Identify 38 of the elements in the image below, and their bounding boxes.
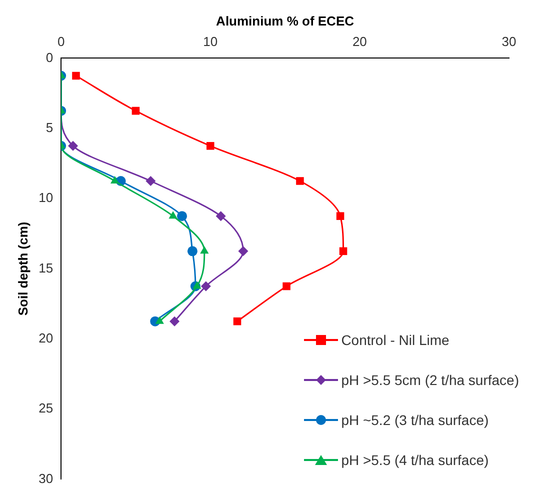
point <box>296 177 304 185</box>
x-tick-label: 0 <box>57 34 65 49</box>
point <box>206 142 214 150</box>
x-tick-label: 20 <box>352 34 367 49</box>
x-tick-label: 30 <box>502 34 516 49</box>
y-tick-label: 25 <box>38 400 54 416</box>
point <box>72 72 80 80</box>
x-axis-title: Aluminium % of ECEC <box>216 13 355 28</box>
point <box>155 316 164 324</box>
point <box>233 317 242 326</box>
y-tick-label: 20 <box>38 330 54 346</box>
legend-label: pH >5.5 5cm (2 t/ha surface) <box>341 372 519 388</box>
legend-label: pH >5.5 (4 t/ha surface) <box>341 452 489 468</box>
point <box>146 176 156 186</box>
point <box>170 316 180 326</box>
legend-label: Control - Nil Lime <box>341 332 450 348</box>
legend-label: pH ~5.2 (3 t/ha surface) <box>341 412 489 428</box>
point <box>216 211 226 222</box>
point <box>238 246 248 256</box>
point <box>187 246 198 256</box>
y-tick-label: 30 <box>38 470 54 486</box>
point <box>132 106 140 115</box>
point <box>68 140 78 151</box>
y-tick-label: 0 <box>46 50 54 65</box>
y-tick-label: 15 <box>38 260 54 276</box>
point <box>336 212 344 220</box>
point <box>110 176 120 184</box>
y-tick-label: 10 <box>38 190 54 206</box>
point <box>200 246 209 254</box>
point <box>200 281 211 292</box>
y-axis-title: Soil depth (cm) <box>15 222 30 316</box>
point <box>282 282 290 290</box>
point <box>177 211 188 222</box>
point <box>339 247 348 256</box>
point <box>168 211 178 219</box>
x-tick-label: 10 <box>203 34 218 49</box>
y-tick-label: 5 <box>46 120 54 135</box>
point <box>192 281 202 289</box>
